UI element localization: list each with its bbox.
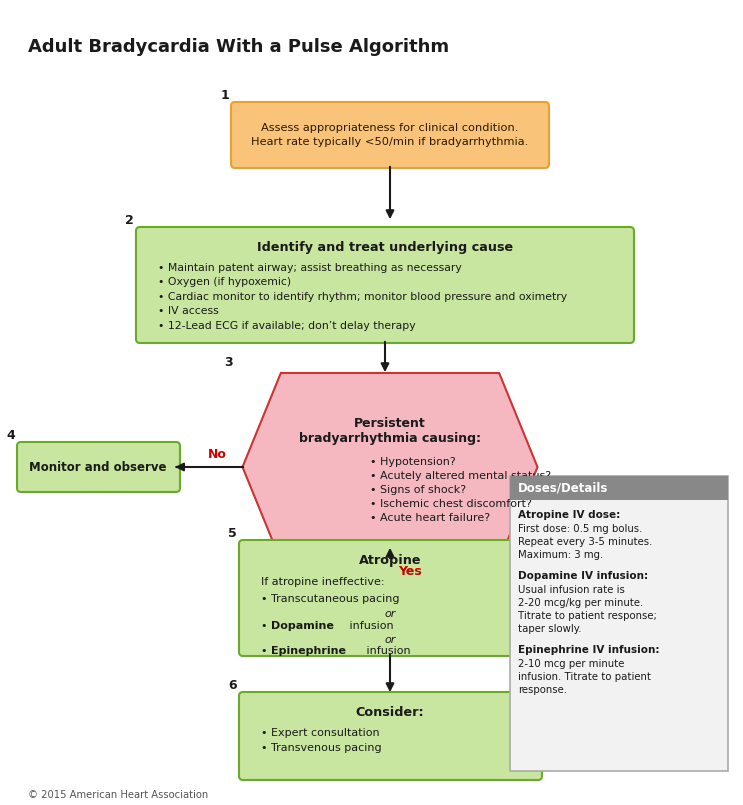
Text: 4: 4 (6, 429, 15, 442)
FancyBboxPatch shape (239, 692, 542, 780)
Text: 2: 2 (126, 214, 134, 227)
Text: infusion: infusion (363, 646, 411, 656)
Text: • Hypotension?
• Acutely altered mental status?
• Signs of shock?
• Ischemic che: • Hypotension? • Acutely altered mental … (370, 457, 551, 523)
FancyBboxPatch shape (231, 102, 549, 168)
Text: Monitor and observe: Monitor and observe (29, 460, 166, 473)
FancyBboxPatch shape (17, 442, 180, 492)
Text: Dopamine: Dopamine (271, 621, 334, 631)
Text: Adult Bradycardia With a Pulse Algorithm: Adult Bradycardia With a Pulse Algorithm (28, 38, 449, 56)
Text: 2-10 mcg per minute: 2-10 mcg per minute (518, 659, 624, 669)
Text: • Transcutaneous pacing: • Transcutaneous pacing (261, 594, 400, 604)
Text: Assess appropriateness for clinical condition.
Heart rate typically <50/min if b: Assess appropriateness for clinical cond… (251, 123, 528, 147)
Bar (510, 476, 728, 771)
FancyBboxPatch shape (136, 227, 634, 343)
Text: 5: 5 (228, 527, 237, 540)
Text: or: or (384, 609, 396, 619)
Text: 6: 6 (228, 679, 237, 692)
Bar (510, 476, 728, 500)
Text: infusion. Titrate to patient: infusion. Titrate to patient (518, 672, 651, 682)
Text: First dose: 0.5 mg bolus.: First dose: 0.5 mg bolus. (518, 524, 643, 534)
Polygon shape (242, 373, 537, 561)
Text: 3: 3 (224, 356, 233, 369)
Text: •: • (261, 646, 271, 656)
Text: Epinephrine IV infusion:: Epinephrine IV infusion: (518, 645, 660, 655)
Text: Usual infusion rate is: Usual infusion rate is (518, 585, 625, 595)
Text: Repeat every 3-5 minutes.: Repeat every 3-5 minutes. (518, 537, 652, 547)
Text: infusion: infusion (346, 621, 394, 631)
Text: Doses/Details: Doses/Details (518, 481, 609, 494)
Text: Maximum: 3 mg.: Maximum: 3 mg. (518, 550, 603, 560)
Text: •: • (261, 621, 271, 631)
Text: or: or (384, 635, 396, 645)
Text: Identify and treat underlying cause: Identify and treat underlying cause (257, 241, 513, 254)
Text: If atropine ineffective:: If atropine ineffective: (261, 577, 384, 587)
Text: Dopamine IV infusion:: Dopamine IV infusion: (518, 571, 648, 581)
Text: Persistent
bradyarrhythmia causing:: Persistent bradyarrhythmia causing: (299, 417, 481, 445)
Text: Yes: Yes (398, 565, 422, 578)
Text: taper slowly.: taper slowly. (518, 624, 582, 634)
FancyBboxPatch shape (239, 540, 542, 656)
Text: 1: 1 (220, 89, 229, 102)
Text: • Expert consultation
• Transvenous pacing: • Expert consultation • Transvenous paci… (261, 728, 382, 753)
Text: No: No (207, 448, 227, 461)
Text: Titrate to patient response;: Titrate to patient response; (518, 611, 657, 621)
Text: Epinephrine: Epinephrine (271, 646, 346, 656)
Text: © 2015 American Heart Association: © 2015 American Heart Association (28, 790, 208, 800)
Text: 2-20 mcg/kg per minute.: 2-20 mcg/kg per minute. (518, 598, 643, 608)
Text: response.: response. (518, 685, 567, 695)
Text: Atropine: Atropine (359, 554, 421, 567)
Text: Atropine IV dose:: Atropine IV dose: (518, 510, 620, 520)
Text: Consider:: Consider: (356, 706, 424, 719)
Text: • Maintain patent airway; assist breathing as necessary
• Oxygen (if hypoxemic)
: • Maintain patent airway; assist breathi… (158, 263, 567, 331)
